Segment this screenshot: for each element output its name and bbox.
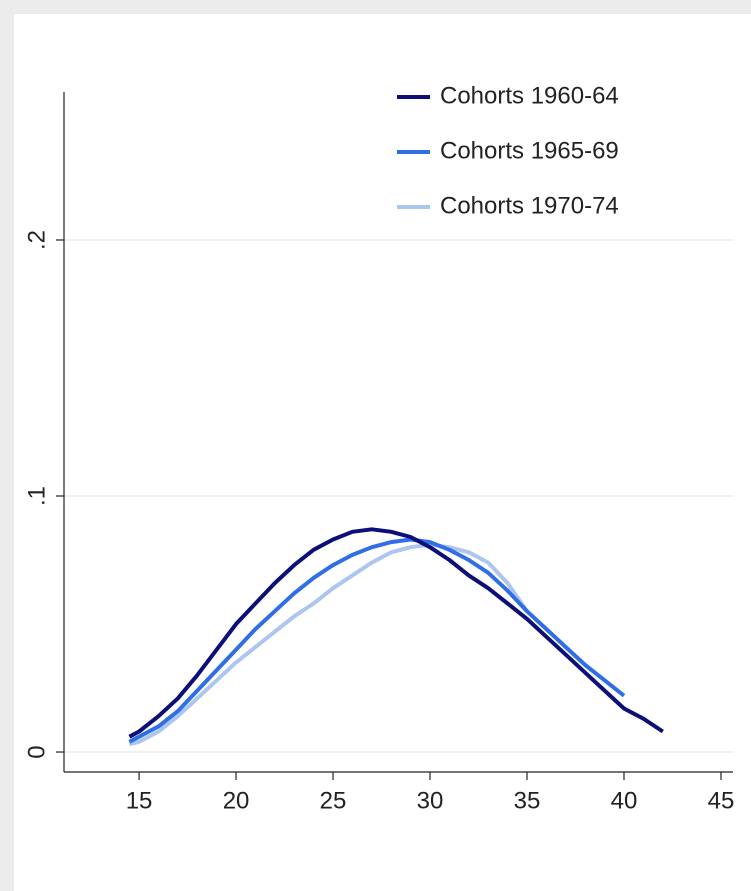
x-tick-label: 45 [708, 787, 735, 814]
legend-label: Cohorts 1970-74 [440, 192, 619, 219]
series-line [128, 542, 529, 747]
y-tick-label: .2 [23, 230, 50, 250]
x-tick-label: 25 [320, 787, 347, 814]
x-tick-label: 35 [514, 787, 541, 814]
x-tick-label: 30 [417, 787, 444, 814]
y-tick-label: .1 [23, 486, 50, 506]
legend-label: Cohorts 1960-64 [440, 82, 619, 109]
plot-background [14, 14, 751, 891]
series-line [128, 537, 626, 744]
x-tick-label: 40 [611, 787, 638, 814]
x-tick-label: 20 [223, 787, 250, 814]
series-line [128, 527, 664, 739]
x-tick-label: 15 [126, 787, 153, 814]
legend-label: Cohorts 1965-69 [440, 137, 619, 164]
y-tick-label: 0 [23, 745, 50, 758]
